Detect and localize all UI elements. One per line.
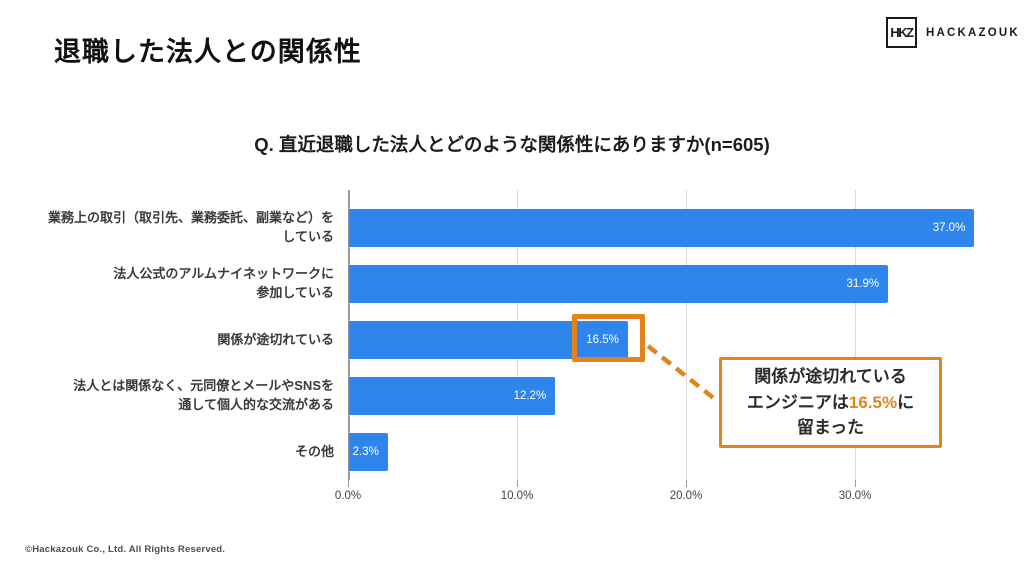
bar-value-label: 2.3%	[352, 446, 379, 458]
logo-monogram-icon: HKZ	[886, 17, 917, 48]
x-axis-label: 30.0%	[838, 490, 872, 502]
category-label: 法人とは関係なく、元同僚とメールやSNSを 通して個人的な交流がある	[73, 378, 334, 412]
hackazouk-logo: HKZ HACKAZOUK	[886, 17, 1020, 48]
x-axis-label: 0.0%	[334, 490, 362, 502]
annotation-callout: 関係が途切れている エンジニアは16.5%に 留まった	[719, 357, 942, 448]
annotation-line2: エンジニアは16.5%に	[746, 392, 915, 412]
x-tick-20	[686, 480, 687, 487]
bar-alumni-network: 31.9%	[349, 265, 889, 303]
x-tick-10	[517, 480, 518, 487]
bar-relationship-cut: 16.5%	[349, 321, 628, 359]
bar-personal-contact: 12.2%	[349, 377, 556, 415]
category-label: 関係が途切れている	[217, 331, 334, 347]
x-tick-0	[348, 480, 349, 487]
x-axis-label: 20.0%	[669, 490, 703, 502]
annotation-line1: 関係が途切れている	[754, 367, 907, 387]
x-axis-label: 10.0%	[500, 490, 534, 502]
x-tick-30	[855, 480, 856, 487]
page-title: 退職した法人との関係性	[54, 37, 362, 67]
bar-chart: 0.0% 10.0% 20.0% 30.0% 業務上の取引（取引先、業務委託、副…	[0, 190, 1024, 510]
annotation-line3: 留まった	[796, 418, 865, 438]
bar-value-label: 12.2%	[513, 390, 547, 402]
gridline-20pct	[686, 190, 687, 480]
copyright-footer: ©Hackazouk Co., Ltd. All Rights Reserved…	[25, 544, 226, 555]
annotation-highlight-value: 16.5%	[848, 392, 898, 412]
bar-value-label: 16.5%	[586, 334, 619, 346]
bar-value-label: 37.0%	[932, 222, 966, 234]
category-label: 業務上の取引（取引先、業務委託、副業など）を している	[47, 210, 334, 244]
category-label: 法人公式のアルムナイネットワークに 参加している	[113, 266, 334, 300]
logo-brand-text: HACKAZOUK	[926, 26, 1020, 39]
bar-value-label: 31.9%	[846, 278, 880, 290]
highlight-rectangle	[572, 314, 645, 362]
bar-business-dealings: 37.0%	[349, 209, 975, 247]
gridline-30pct	[855, 190, 856, 480]
category-label: その他	[294, 443, 334, 459]
chart-title: Q. 直近退職した法人とどのような関係性にありますか(n=605)	[254, 134, 770, 155]
bar-other: 2.3%	[349, 433, 388, 471]
